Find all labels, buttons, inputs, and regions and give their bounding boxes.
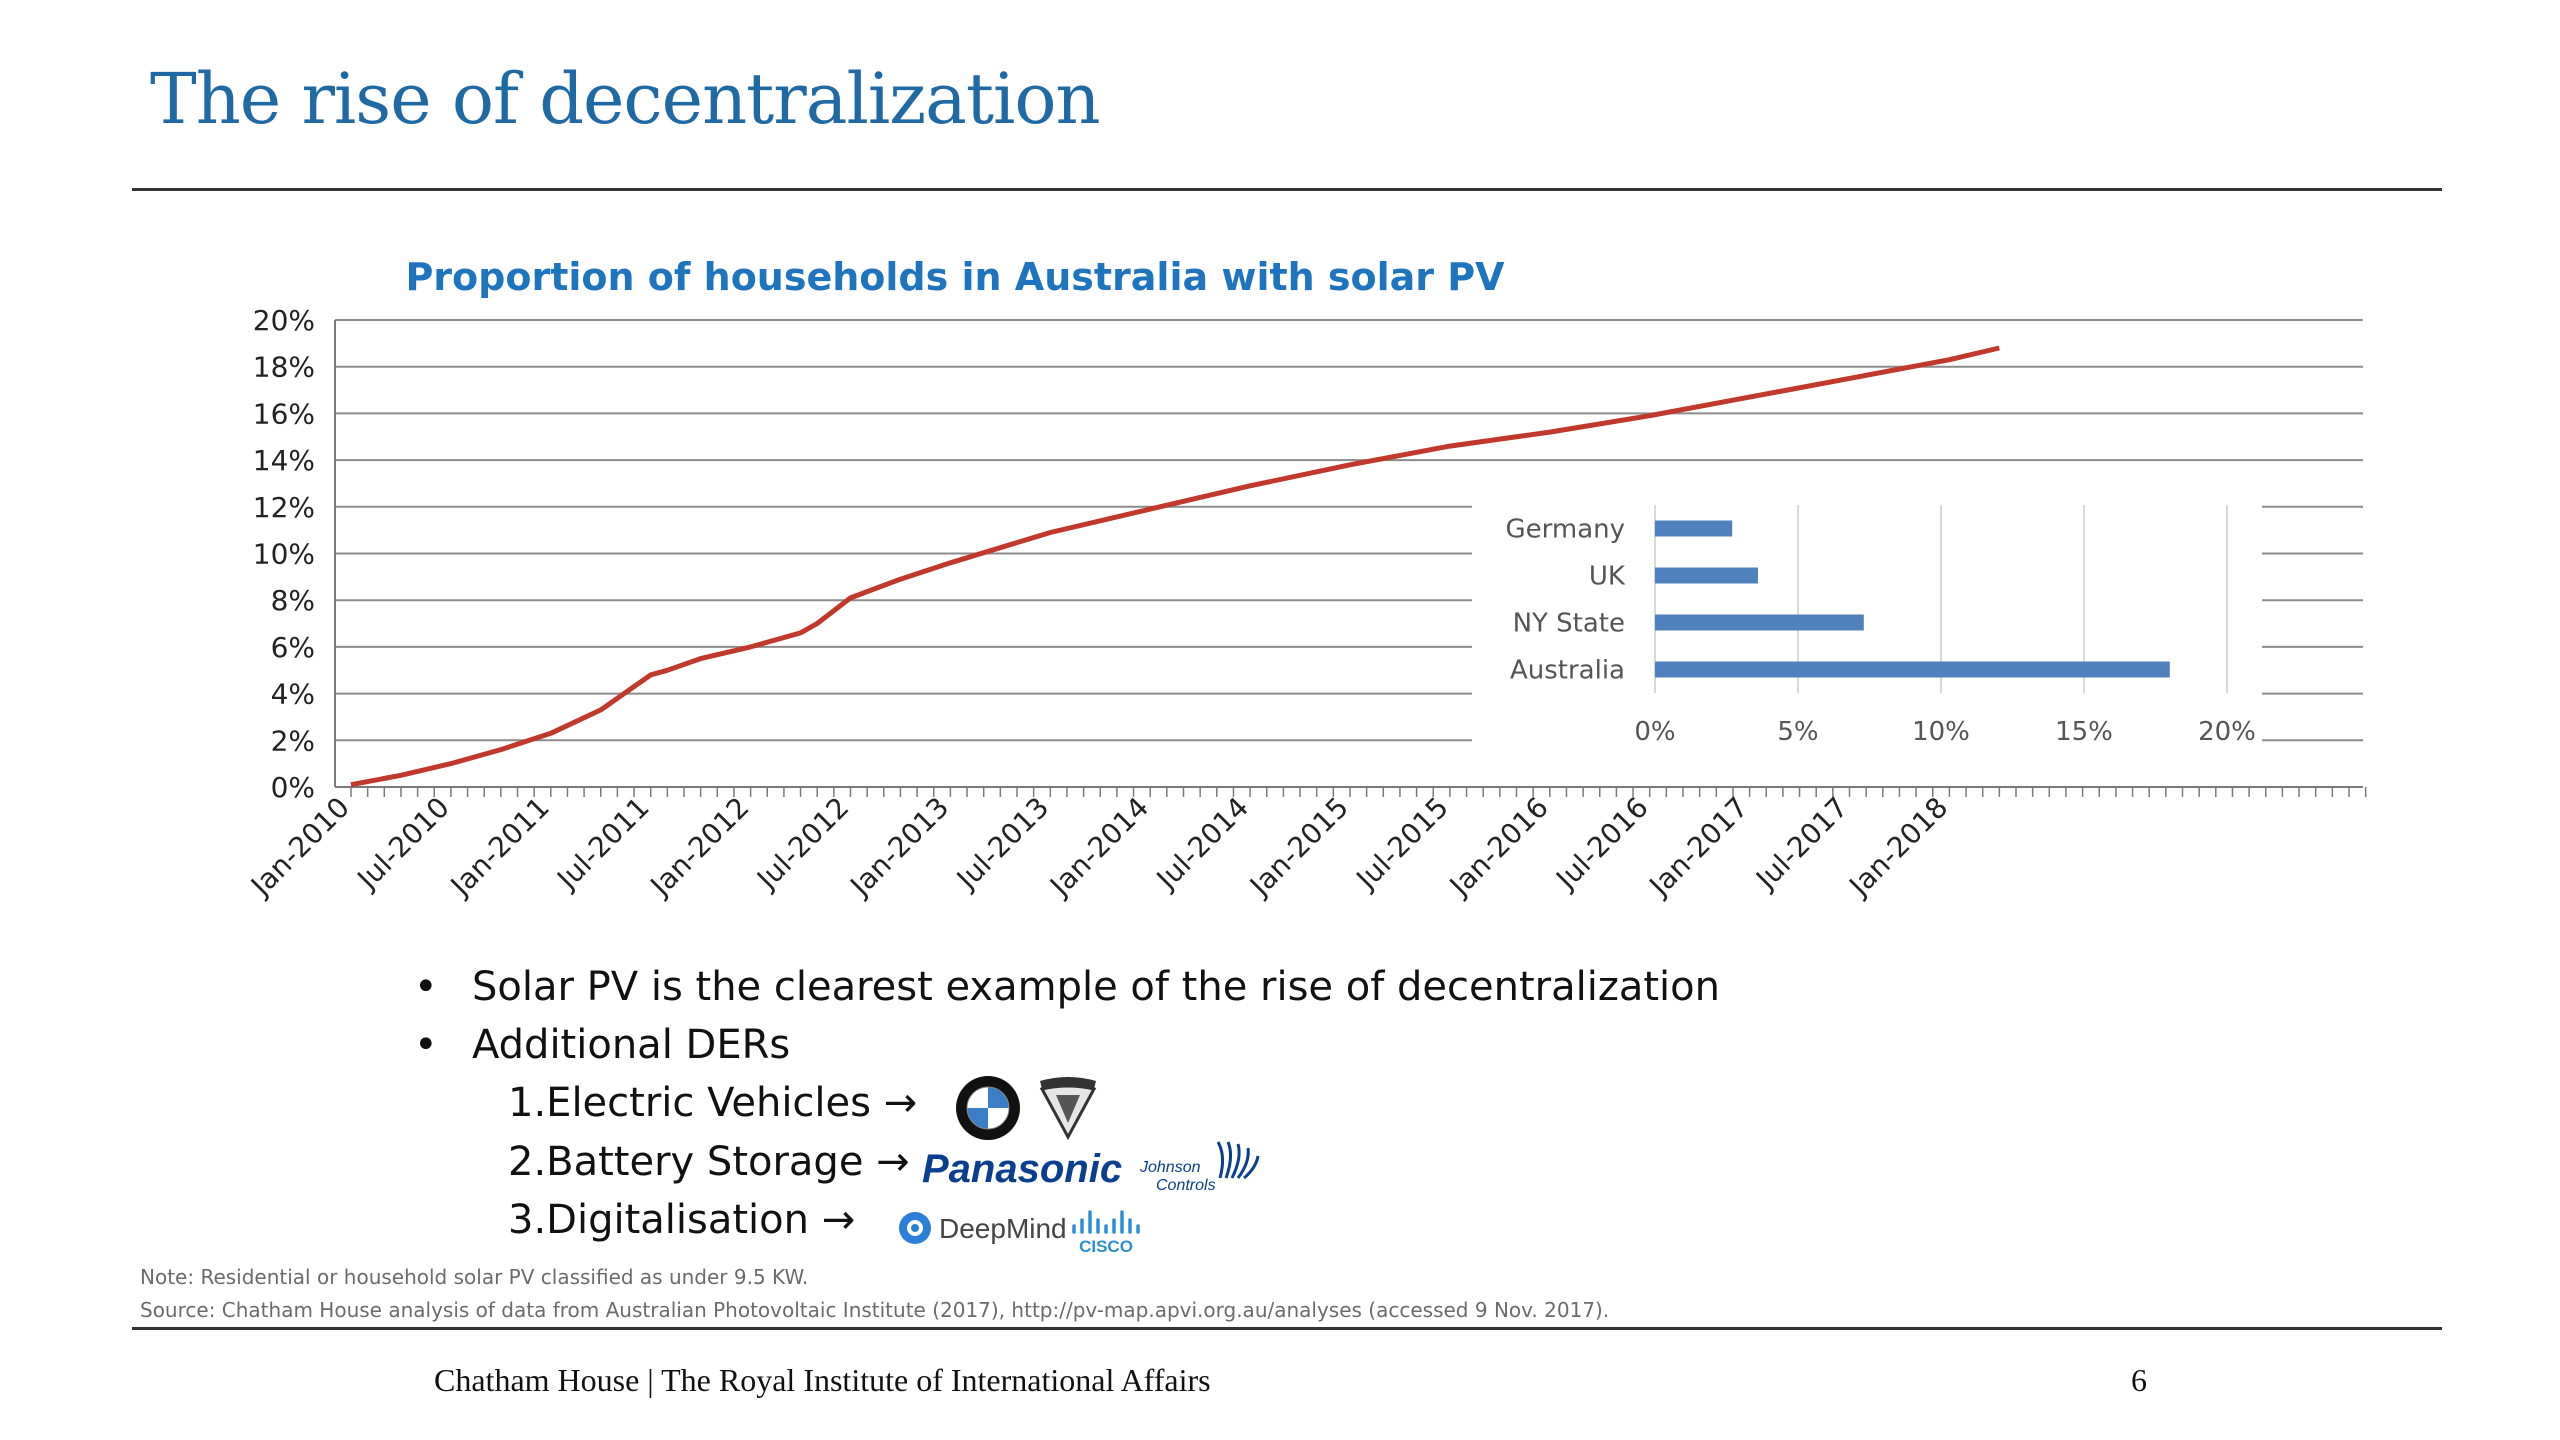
bullet-item: • Additional DERs <box>404 1016 1720 1074</box>
y-tick-label: 4% <box>271 678 315 711</box>
x-tick-label: Jan-2016 <box>1442 791 1555 904</box>
x-tick-label: Jan-2011 <box>443 791 556 904</box>
bullet-text: Additional DERs <box>472 1022 791 1068</box>
x-tick-label: Jul-2013 <box>949 791 1055 897</box>
der-label: 1.Electric Vehicles <box>508 1080 884 1126</box>
solar-pv-chart: Proportion of households in Australia wi… <box>243 255 2367 904</box>
inset-x-tick-label: 10% <box>1912 717 1970 747</box>
x-tick-label: Jan-2012 <box>643 791 756 904</box>
deepmind-wordmark: DeepMind <box>939 1213 1065 1244</box>
panasonic-wordmark: Panasonic <box>922 1147 1122 1191</box>
johnson-wordmark: Johnson <box>1139 1159 1201 1176</box>
y-tick-label: 18% <box>253 351 315 384</box>
panasonic-logo: Panasonic <box>922 1147 1122 1191</box>
inset-x-tick-label: 20% <box>2198 717 2256 747</box>
inset-x-tick-label: 15% <box>2055 717 2113 747</box>
arrow-icon: → <box>876 1139 910 1185</box>
title-divider <box>132 188 2442 191</box>
inset-background <box>1472 495 2262 763</box>
y-tick-label: 8% <box>271 584 315 617</box>
bullet-item: • Solar PV is the clearest example of the… <box>404 958 1720 1016</box>
arrow-icon: → <box>821 1197 856 1243</box>
inset-x-tick-label: 0% <box>1634 717 1675 747</box>
inset-category-label: Australia <box>1510 656 1625 686</box>
inset-bar <box>1655 567 1758 584</box>
deepmind-logo: DeepMind <box>899 1212 1065 1244</box>
der-label: 2.Battery Storage <box>508 1139 877 1185</box>
bullet-text: Solar PV is the clearest example of the … <box>472 964 1720 1010</box>
y-tick-label: 16% <box>253 397 315 430</box>
inset-bar <box>1655 661 2170 678</box>
footer-divider <box>132 1327 2442 1330</box>
inset-x-tick-label: 5% <box>1777 717 1818 747</box>
y-tick-label: 14% <box>253 444 315 477</box>
chart-note: Note: Residential or household solar PV … <box>140 1265 809 1289</box>
x-tick-label: Jan-2013 <box>843 791 956 904</box>
bmw-logo <box>956 1076 1020 1140</box>
cisco-logo: CISCO <box>1072 1210 1140 1256</box>
inset-category-label: Germany <box>1505 515 1625 545</box>
y-tick-label: 6% <box>271 631 315 664</box>
y-tick-label: 0% <box>271 771 315 804</box>
der-item-battery-storage: 2.Battery Storage → <box>508 1133 910 1191</box>
solar-pv-series-line <box>350 345 2000 788</box>
bullet-dot: • <box>414 964 438 1010</box>
x-tick-label: Jul-2012 <box>749 791 855 897</box>
inset-bar-chart: 0% 5% 10% 15% 20% Germany UK NY State Australia <box>1472 495 2262 763</box>
footer-organisation: Chatham House | The Royal Institute of I… <box>434 1362 1211 1398</box>
y-tick-label: 2% <box>271 724 315 757</box>
bullet-dot: • <box>414 1022 438 1068</box>
x-tick-label: Jan-2010 <box>243 791 356 904</box>
x-tick-label: Jul-2016 <box>1548 791 1654 897</box>
cisco-wordmark: CISCO <box>1079 1237 1133 1256</box>
y-tick-label: 12% <box>253 491 315 524</box>
x-tick-label: Jan-2018 <box>1842 791 1955 904</box>
x-tick-label: Jan-2014 <box>1042 791 1155 904</box>
y-tick-label: 20% <box>253 304 315 337</box>
y-tick-label: 10% <box>253 538 315 571</box>
bullet-list: • Solar PV is the clearest example of the… <box>404 958 1720 1074</box>
x-tick-label: Jul-2014 <box>1149 791 1255 897</box>
inset-category-label: NY State <box>1513 609 1625 639</box>
x-tick-label: Jul-2015 <box>1349 791 1455 897</box>
x-tick-label: Jul-2011 <box>549 791 655 897</box>
page-number: 6 <box>2131 1362 2147 1398</box>
inset-bar <box>1655 520 1733 537</box>
x-tick-label: Jan-2017 <box>1642 791 1755 904</box>
tesla-logo <box>1039 1077 1097 1141</box>
inset-bar <box>1655 614 1864 631</box>
der-label: 3.Digitalisation <box>508 1197 822 1243</box>
controls-wordmark: Controls <box>1156 1177 1216 1194</box>
x-tick-label: Jul-2010 <box>350 791 456 897</box>
der-item-digitalisation: 3.Digitalisation → <box>508 1191 855 1249</box>
x-tick-label: Jul-2017 <box>1748 791 1854 897</box>
series-line-group <box>350 345 2000 788</box>
johnson-controls-logo: Johnson Controls <box>1139 1141 1260 1194</box>
inset-category-label: UK <box>1589 562 1626 592</box>
der-item-electric-vehicles: 1.Electric Vehicles → <box>508 1074 917 1132</box>
chart-source: Source: Chatham House analysis of data f… <box>140 1298 1610 1322</box>
chart-title: Proportion of households in Australia wi… <box>405 255 1505 299</box>
slide-title: The rise of decentralization <box>150 58 1101 140</box>
x-tick-label: Jan-2015 <box>1242 791 1355 904</box>
arrow-icon: → <box>883 1080 918 1126</box>
y-axis-ticks: 0% 2% 4% 6% 8% 10% 12% 14% 16% 18% 20% <box>253 304 315 804</box>
